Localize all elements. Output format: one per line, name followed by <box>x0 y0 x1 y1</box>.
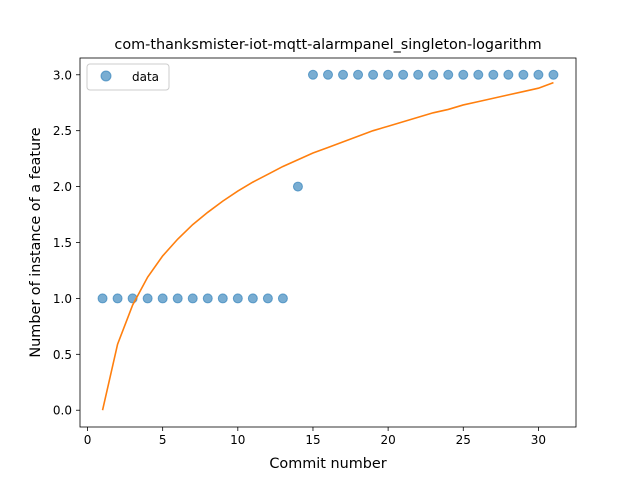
y-tick-label: 2.5 <box>53 124 72 138</box>
data-point <box>458 69 469 80</box>
x-axis: 0 5 10 15 20 25 30 <box>84 427 546 447</box>
x-tick-label: 25 <box>456 433 471 447</box>
data-point <box>398 69 409 80</box>
data-point <box>142 293 153 304</box>
chart-title: com-thanksmister-iot-mqtt-alarmpanel_sin… <box>114 37 541 53</box>
data-point <box>503 69 514 80</box>
x-tick-label: 30 <box>531 433 546 447</box>
data-point <box>548 69 559 80</box>
data-point <box>292 181 303 192</box>
y-tick-label: 1.5 <box>53 236 72 250</box>
x-tick-label: 10 <box>230 433 245 447</box>
x-tick-label: 15 <box>305 433 320 447</box>
legend-label-data: data <box>132 70 159 84</box>
y-axis: 0.0 0.5 1.0 1.5 2.0 2.5 3.0 <box>53 68 80 418</box>
y-tick-label: 0.5 <box>53 348 72 362</box>
x-tick-label: 5 <box>159 433 167 447</box>
x-axis-label: Commit number <box>269 456 386 472</box>
data-point <box>307 69 318 80</box>
x-tick-label: 20 <box>380 433 395 447</box>
data-point <box>488 69 499 80</box>
x-tick-label: 0 <box>84 433 92 447</box>
data-point <box>232 293 243 304</box>
data-point <box>172 293 183 304</box>
data-point <box>338 69 349 80</box>
fit-line <box>101 81 554 411</box>
data-point <box>247 293 258 304</box>
data-point <box>413 69 424 80</box>
data-point <box>383 69 394 80</box>
legend-frame <box>86 63 170 91</box>
y-axis-label: Number of instance of a feature <box>28 127 44 357</box>
y-tick-label: 2.0 <box>53 180 72 194</box>
y-tick-label: 3.0 <box>53 68 72 82</box>
data-point <box>323 69 333 80</box>
legend-marker-data <box>100 70 112 82</box>
data-point <box>187 293 198 304</box>
data-point <box>277 293 288 304</box>
data-point <box>217 293 228 304</box>
data-point <box>428 69 439 80</box>
data-point <box>518 69 529 80</box>
data-point <box>202 293 213 304</box>
data-point <box>353 69 364 80</box>
plot-area <box>97 69 559 411</box>
data-point <box>368 69 379 80</box>
data-point <box>157 293 168 304</box>
data-point <box>443 69 454 80</box>
data-point <box>473 69 484 80</box>
data-point <box>262 293 273 304</box>
data-point <box>97 293 108 304</box>
y-tick-label: 1.0 <box>53 292 72 306</box>
legend: data <box>86 63 170 91</box>
y-tick-label: 0.0 <box>53 404 72 418</box>
data-point <box>533 69 544 80</box>
data-point <box>112 293 123 304</box>
